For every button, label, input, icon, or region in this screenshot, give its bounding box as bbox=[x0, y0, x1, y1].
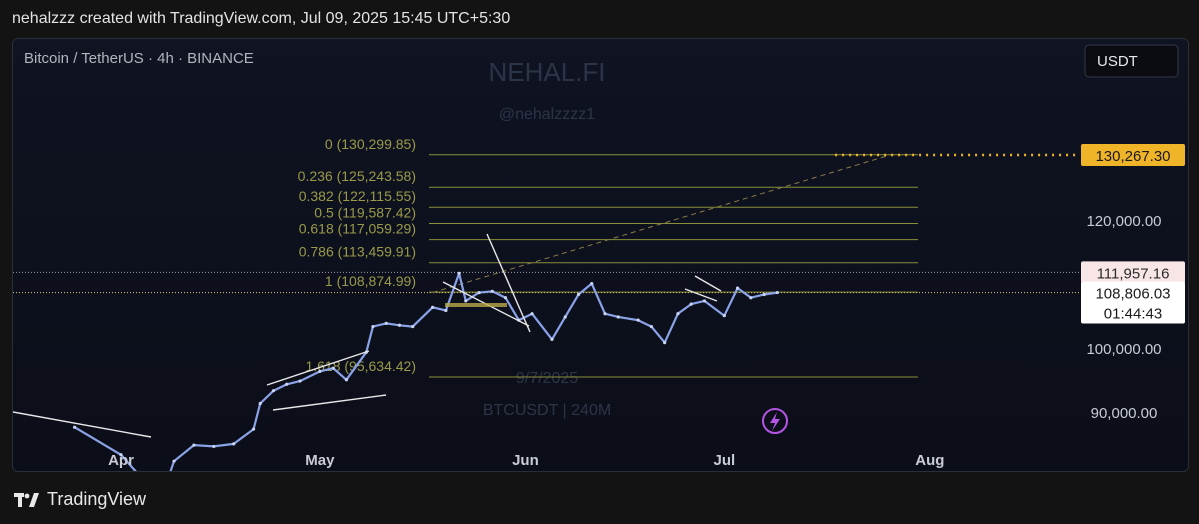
price-point bbox=[298, 379, 302, 383]
price-point bbox=[464, 299, 468, 303]
fib-level-label: 0.786 (113,459.91) bbox=[299, 244, 416, 260]
price-chart[interactable]: NEHAL.FI @nehalzzzz1 9/7/2025 BTCUSDT | 240… bbox=[13, 39, 1188, 471]
price-point bbox=[636, 318, 640, 322]
fib-level-label: 0 (130,299.85) bbox=[325, 136, 416, 152]
fib-level-label: 1 (108,874.99) bbox=[325, 273, 416, 289]
lightning-icon[interactable] bbox=[762, 408, 788, 434]
fib-level-label: 0.236 (125,243.58) bbox=[298, 168, 416, 184]
price-point bbox=[72, 425, 77, 429]
price-point bbox=[172, 459, 176, 463]
price-point bbox=[563, 315, 567, 319]
lightning-bolt-icon bbox=[770, 412, 780, 431]
price-point bbox=[444, 308, 448, 313]
consolidation-upper-trendline bbox=[694, 275, 722, 292]
x-axis-tick-label: Jul bbox=[713, 452, 735, 469]
price-point bbox=[530, 312, 534, 316]
price-point bbox=[576, 292, 581, 297]
fib-level-label: 0.5 (119,587.42) bbox=[314, 204, 416, 220]
price-point bbox=[590, 282, 594, 286]
projection-dashed-line bbox=[432, 154, 891, 294]
price-point bbox=[603, 312, 607, 316]
watermark-name: NEHAL.FI bbox=[488, 57, 605, 87]
price-point bbox=[663, 340, 667, 345]
price-point bbox=[411, 324, 415, 329]
flag-lower-trendline bbox=[272, 394, 387, 411]
price-point bbox=[119, 453, 123, 457]
chart-panel[interactable]: NEHAL.FI @nehalzzzz1 9/7/2025 BTCUSDT | 240… bbox=[12, 38, 1189, 472]
price-point bbox=[258, 401, 262, 406]
price-point bbox=[285, 382, 289, 386]
fib-level-label: 0.618 (117,059.29) bbox=[299, 221, 416, 237]
price-point bbox=[689, 302, 693, 306]
y-axis-tick-label: 100,000.00 bbox=[1086, 341, 1161, 358]
price-point bbox=[384, 321, 388, 325]
current-price-tag-countdown: 01:44:43 bbox=[1104, 306, 1162, 323]
price-point bbox=[749, 296, 753, 300]
x-axis-tick-label: Jun bbox=[512, 452, 539, 469]
tradingview-brand[interactable]: TradingView bbox=[47, 489, 147, 509]
current-price-tag-box bbox=[1081, 281, 1185, 324]
price-point bbox=[503, 296, 508, 300]
symbol-title: Bitcoin / TetherUS · 4h · BINANCE bbox=[24, 50, 254, 67]
wedge-upper-trendline bbox=[486, 233, 531, 333]
watermark-date: 9/7/2025 bbox=[516, 370, 578, 387]
price-point bbox=[331, 366, 335, 370]
consolidation-lower-trendline bbox=[684, 288, 718, 302]
watermark-handle: @nehalzzzz1 bbox=[499, 106, 595, 123]
current-price-tag-label: 108,806.03 bbox=[1095, 286, 1170, 303]
long-term-trendline bbox=[13, 411, 152, 438]
resistance-price-tag-label: 111,957.16 bbox=[1097, 265, 1170, 282]
support-zone-marker bbox=[445, 303, 507, 307]
price-point bbox=[735, 286, 740, 290]
price-point bbox=[490, 289, 494, 293]
price-point bbox=[649, 324, 654, 329]
price-point bbox=[271, 389, 276, 393]
price-point bbox=[457, 271, 461, 275]
flag-upper-trendline bbox=[266, 350, 370, 386]
x-axis-tick-label: Apr bbox=[108, 452, 134, 469]
price-point bbox=[397, 323, 402, 327]
target-price-tag-label: 130,267.30 bbox=[1095, 148, 1170, 165]
watermark-ticker: BTCUSDT | 240M bbox=[483, 402, 611, 419]
price-point bbox=[344, 378, 349, 382]
footer: TradingView bbox=[14, 489, 146, 510]
price-point bbox=[775, 290, 779, 295]
resistance-price-tag-box bbox=[1081, 261, 1185, 284]
price-point bbox=[722, 314, 726, 318]
currency-button[interactable] bbox=[1084, 44, 1179, 78]
price-point bbox=[616, 315, 620, 319]
price-point bbox=[192, 443, 196, 447]
x-axis-tick-label: May bbox=[305, 452, 335, 469]
x-axis-tick-label: Aug bbox=[915, 452, 944, 469]
price-point bbox=[431, 305, 435, 309]
chart-attribution: nehalzzz created with TradingView.com, J… bbox=[12, 10, 511, 27]
y-axis-tick-label: 120,000.00 bbox=[1086, 213, 1161, 230]
tradingview-logo-icon[interactable] bbox=[14, 492, 40, 508]
price-point bbox=[252, 427, 256, 431]
price-point bbox=[676, 312, 680, 316]
price-point bbox=[232, 442, 236, 446]
price-point bbox=[477, 290, 481, 295]
price-series-line bbox=[74, 272, 778, 471]
price-point bbox=[702, 299, 707, 303]
fib-level-label: 1.618 (95,634.42) bbox=[305, 358, 416, 374]
price-point bbox=[550, 337, 554, 341]
target-price-tag-box bbox=[1081, 143, 1185, 166]
fib-level-label: 0.382 (122,115.55) bbox=[299, 188, 416, 204]
currency-button-label[interactable]: USDT bbox=[1097, 53, 1138, 70]
y-axis-tick-label: 90,000.00 bbox=[1091, 405, 1158, 422]
price-point bbox=[318, 369, 322, 374]
price-point bbox=[212, 444, 216, 449]
price-point bbox=[762, 292, 766, 297]
price-point bbox=[371, 324, 375, 329]
